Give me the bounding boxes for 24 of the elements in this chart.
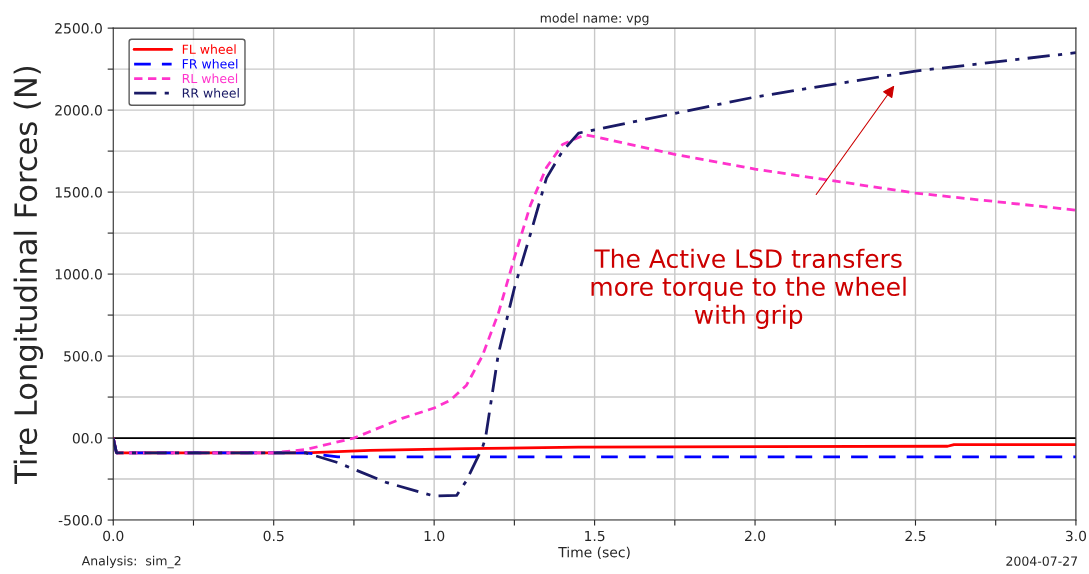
x-tick-label: 0.5	[263, 530, 284, 542]
annotation: The Active LSD transfers more torque to the wheel with grip	[591, 248, 906, 329]
y-axis-title: Tire Longitudinal Forces (N)	[13, 66, 44, 484]
x-tick-label: 3.0	[1065, 530, 1087, 542]
y-tick-label: 1500.0	[55, 187, 102, 198]
x-axis-title: Time (sec)	[558, 546, 630, 560]
y-tick-label: 2000.0	[55, 105, 102, 116]
y-tick-label: -500.0	[58, 515, 102, 526]
x-tick-label: 1.5	[585, 530, 605, 542]
y-tick-label: 500.0	[64, 351, 102, 362]
legend-label: FL wheel	[182, 44, 236, 54]
legend-label: RL wheel	[182, 73, 238, 84]
x-tick-label: 2.5	[905, 530, 926, 542]
x-tick-label: 0.0	[103, 530, 124, 542]
legend-label: RR wheel	[182, 88, 239, 98]
legend-label: FR wheel	[182, 58, 238, 69]
y-tick-label: 1000.0	[55, 269, 102, 280]
chart-title: model name: vpg	[540, 13, 649, 26]
x-tick-label: 2.0	[745, 530, 766, 542]
text: 2004-07-27	[1006, 556, 1078, 566]
x-tick-label: 1.0	[424, 530, 445, 542]
y-tick-label: 2500.0	[55, 23, 102, 34]
y-tick-label: 00.0	[72, 433, 102, 444]
text: Analysis: sim_2	[81, 555, 181, 569]
